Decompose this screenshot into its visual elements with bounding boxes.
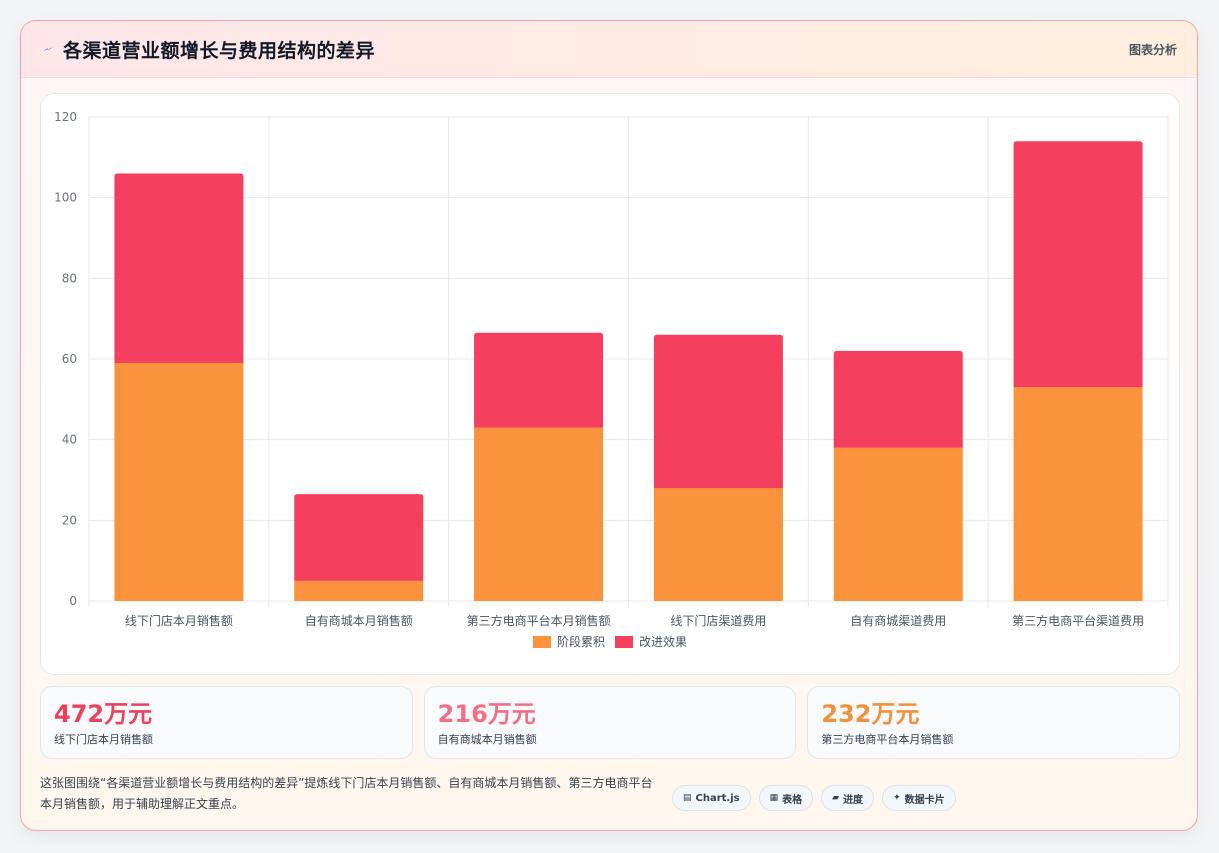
- stat-card: 472万元 线下门店本月销售额: [40, 686, 413, 759]
- stacked-bar-chart: 0 20 40 60 80 100 120 线下门店本月销售额 自有商城本月销售额 第三方电商平台…: [54, 110, 1169, 649]
- header-title-group: 各渠道营业额增长与费用结构的差异: [41, 36, 375, 63]
- x-tick-label: 线下门店本月销售额: [125, 613, 233, 628]
- tag-label: Chart.js: [695, 792, 740, 804]
- stat-label: 自有商城本月销售额: [437, 733, 537, 746]
- stat-card: 216万元 自有商城本月销售额: [423, 686, 797, 759]
- card-header: 各渠道营业额增长与费用结构的差异 图表分析: [21, 21, 1197, 78]
- tag-label: 数据卡片: [904, 794, 945, 806]
- tag-label: 进度: [843, 794, 864, 806]
- tag-table[interactable]: ▦ 表格: [758, 785, 814, 811]
- x-tick-label: 第三方电商平台渠道费用: [1012, 613, 1144, 628]
- stat-card: 232万元 第三方电商平台本月销售额: [807, 686, 1181, 759]
- tag-data-card[interactable]: ✦ 数据卡片: [882, 785, 956, 811]
- y-tick-label: 40: [62, 433, 77, 447]
- stat-label: 第三方电商平台本月销售额: [821, 733, 954, 746]
- bar-segment: [474, 427, 604, 601]
- bar-segment: [114, 173, 244, 364]
- bar-segment: [833, 350, 963, 448]
- legend-swatch: [533, 636, 551, 648]
- stat-value: 232万元: [821, 700, 920, 728]
- y-tick-label: 120: [54, 110, 77, 124]
- progress-icon: ▰: [832, 793, 840, 803]
- chart-card: 各渠道营业额增长与费用结构的差异 图表分析 0 20 40 60 80 100 120 线下门…: [20, 20, 1198, 831]
- chart-panel: 0 20 40 60 80 100 120 线下门店本月销售额 自有商城本月销售额 第三方电商平台…: [40, 93, 1180, 675]
- bar-segment: [1013, 387, 1143, 601]
- bar-segment: [653, 334, 783, 489]
- legend-label: 阶段累积: [557, 634, 605, 649]
- tag-label: 表格: [782, 794, 803, 806]
- tag-list: ▤ Chart.js ▦ 表格 ▰ 进度 ✦ 数据卡片: [672, 785, 956, 811]
- x-tick-label: 自有商城本月销售额: [305, 613, 413, 628]
- tag-chartjs[interactable]: ▤ Chart.js: [672, 785, 751, 811]
- y-tick-label: 100: [54, 191, 77, 205]
- y-tick-label: 60: [62, 352, 77, 366]
- lightning-icon: [43, 47, 53, 51]
- stat-card-row: 472万元 线下门店本月销售额 216万元 自有商城本月销售额 232万元 第三…: [40, 686, 1181, 759]
- y-tick-label: 0: [69, 594, 77, 608]
- table-icon: ▦: [769, 793, 779, 803]
- y-tick-label: 80: [62, 271, 77, 285]
- stat-value: 216万元: [437, 700, 536, 728]
- y-tick-label: 20: [62, 513, 77, 527]
- stat-label: 线下门店本月销售额: [54, 733, 153, 746]
- bar-segment: [294, 580, 424, 601]
- legend-swatch: [615, 636, 633, 648]
- chart-icon: ▤: [683, 793, 692, 803]
- bar-segment: [1013, 141, 1143, 388]
- x-tick-label: 第三方电商平台本月销售额: [467, 613, 611, 628]
- tag-progress[interactable]: ▰ 进度: [821, 785, 875, 811]
- bar-segment: [114, 363, 244, 601]
- x-tick-label: 自有商城渠道费用: [850, 613, 946, 628]
- page-title: 各渠道营业额增长与费用结构的差异: [63, 39, 376, 62]
- x-tick-label: 线下门店渠道费用: [670, 613, 766, 628]
- sparkle-icon: ✦: [893, 793, 901, 803]
- legend-label: 改进效果: [639, 634, 687, 649]
- chart-description: 这张图围绕“各渠道营业额增长与费用结构的差异”提炼线下门店本月销售额、自有商城本…: [40, 776, 653, 811]
- bar-segment: [833, 447, 963, 601]
- stat-value: 472万元: [54, 700, 153, 728]
- bar-segment: [294, 494, 424, 581]
- chart-analysis-link[interactable]: 图表分析: [1128, 42, 1177, 57]
- bar-segment: [474, 332, 604, 428]
- bar-segment: [653, 488, 783, 601]
